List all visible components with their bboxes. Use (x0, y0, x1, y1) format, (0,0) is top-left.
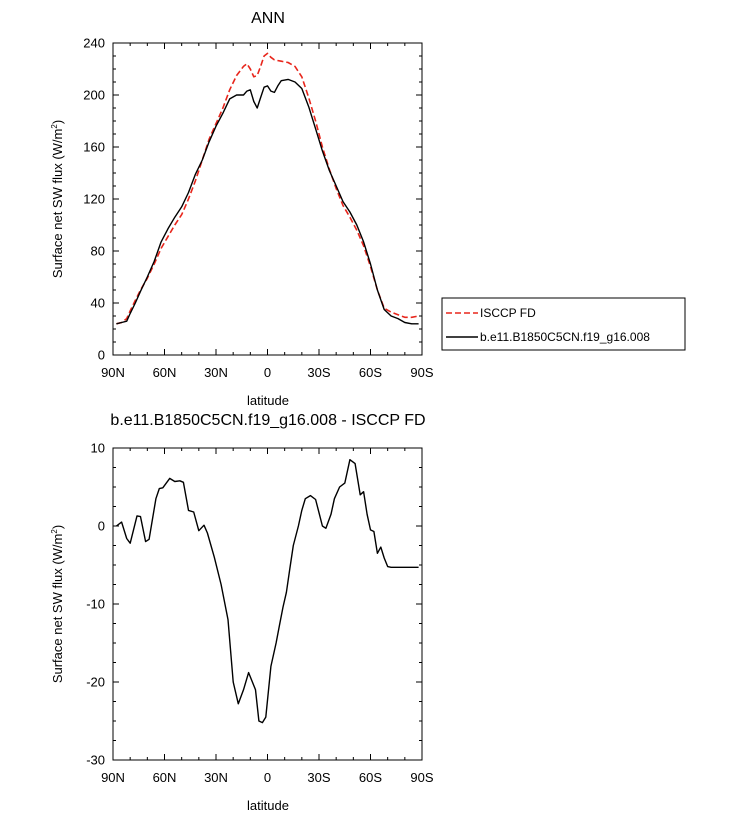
bottom-panel: b.e11.B1850C5CN.f19_g16.008 - ISCCP FD -… (50, 412, 434, 813)
top-x-ticks: 90N 60N 30N 0 30S 60S 90S (101, 43, 434, 380)
bottom-y-ticks: -30 -20 -10 0 10 (86, 441, 422, 768)
bottom-x-tick-label: 90N (101, 770, 125, 785)
top-y-tick-label: 40 (91, 296, 105, 311)
top-y-tick-label: 240 (83, 36, 105, 51)
bottom-y-tick-label: 0 (98, 519, 105, 534)
top-x-tick-label: 60N (153, 365, 177, 380)
bottom-x-tick-label: 30N (204, 770, 228, 785)
bottom-y-tick-label: -30 (86, 753, 105, 768)
top-series-line-1 (116, 78, 419, 325)
bottom-x-tick-label: 0 (264, 770, 271, 785)
bottom-x-ticks: 90N 60N 30N 0 30S 60S 90S (101, 448, 434, 785)
bottom-plot-frame (112, 447, 423, 761)
top-x-tick-label: 60S (359, 365, 382, 380)
bottom-y-axis-label: Surface net SW flux (W/m2) (50, 525, 65, 683)
top-y-axis-label: Surface net SW flux (W/m2) (50, 120, 65, 278)
top-y-ticks: 0 40 80 120 160 200 240 (83, 36, 422, 363)
top-x-tick-label: 0 (264, 365, 271, 380)
top-x-axis-label: latitude (247, 393, 289, 408)
top-x-tick-label: 30N (204, 365, 228, 380)
top-y-tick-label: 80 (91, 244, 105, 259)
top-plot-frame (112, 42, 423, 356)
bottom-y-tick-label: -10 (86, 597, 105, 612)
top-y-tick-label: 160 (83, 140, 105, 155)
bottom-x-tick-label: 60N (153, 770, 177, 785)
bottom-series-line-0 (115, 459, 419, 724)
top-x-tick-label: 90S (410, 365, 433, 380)
top-title: ANN (251, 10, 285, 27)
bottom-x-tick-label: 90S (410, 770, 433, 785)
bottom-y-tick-label: 10 (91, 441, 105, 456)
top-y-tick-label: 120 (83, 192, 105, 207)
legend-label-model: b.e11.B1850C5CN.f19_g16.008 (480, 330, 650, 344)
top-y-tick-label: 200 (83, 88, 105, 103)
top-x-tick-label: 90N (101, 365, 125, 380)
bottom-x-tick-label: 60S (359, 770, 382, 785)
bottom-x-tick-label: 30S (307, 770, 330, 785)
bottom-y-tick-label: -20 (86, 675, 105, 690)
top-series-lines (116, 52, 419, 325)
legend: ISCCP FD b.e11.B1850C5CN.f19_g16.008 (441, 297, 686, 351)
bottom-x-axis-label: latitude (247, 798, 289, 813)
top-series-line-0 (116, 52, 419, 325)
legend-label-isccp: ISCCP FD (480, 306, 536, 320)
bottom-series-lines (115, 459, 419, 724)
bottom-title: b.e11.B1850C5CN.f19_g16.008 - ISCCP FD (110, 412, 425, 429)
legend-box (441, 297, 686, 351)
top-x-tick-label: 30S (307, 365, 330, 380)
top-y-tick-label: 0 (98, 348, 105, 363)
